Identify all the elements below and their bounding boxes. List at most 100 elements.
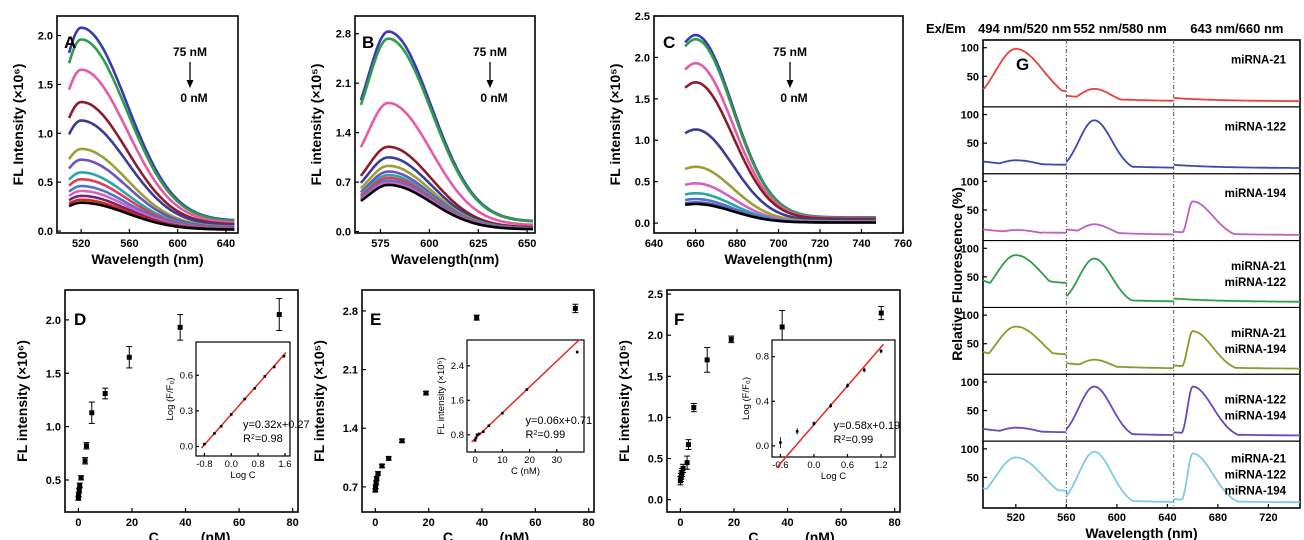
x-tick-label: 0 — [677, 517, 683, 529]
inset-data-point — [525, 388, 529, 391]
x-tick-label: 40 — [476, 517, 488, 529]
r-squared: R2=0.99 — [526, 429, 566, 441]
inset-x-tick-label: 1.6 — [278, 459, 291, 470]
x-tick-label: 575 — [371, 238, 389, 250]
row-target-label: miRNA-122 — [1225, 277, 1286, 289]
x-axis-label: CmiRNA-21 (nM) — [149, 529, 231, 540]
data-point — [373, 480, 379, 486]
y-tick-label: 100 — [961, 444, 979, 456]
fit-equation: y=0.32x+0.27 — [243, 419, 310, 431]
x-tick-label: 560 — [120, 238, 138, 250]
x-tick-label: 80 — [287, 517, 299, 529]
inset-data-point — [487, 424, 491, 428]
multiplex-spectrum — [1066, 88, 1174, 102]
inset-data-point — [474, 436, 478, 440]
row-target-label: miRNA-21 — [1231, 328, 1287, 340]
y-tick-label: 1.5 — [46, 368, 61, 380]
inset-data-point — [482, 430, 485, 434]
arrow-head — [186, 80, 194, 88]
inset-data-point — [243, 397, 246, 401]
inset-data-point — [501, 411, 504, 415]
y-tick-label: 1.4 — [336, 128, 352, 140]
inset-y-label: Log (F/F₀) — [741, 377, 752, 420]
multiplex-spectrum — [982, 48, 1067, 92]
y-axis-label: FL intensity (×10⁵) — [616, 340, 632, 462]
y-tick-label: 2.0 — [635, 52, 650, 64]
multiplex-spectrum — [982, 456, 1067, 492]
data-point — [572, 305, 578, 311]
data-point — [78, 475, 84, 481]
inset-y-tick-label: 2.4 — [451, 361, 464, 372]
multiplex-spectrum — [1065, 385, 1174, 436]
inset-y-label: FL intensity (×10⁵) — [436, 357, 447, 434]
y-axis-label: FL intensity (×10⁶) — [14, 340, 30, 462]
data-point — [102, 391, 108, 397]
multiplex-spectrum — [1173, 97, 1300, 102]
x-tick-label: 660 — [686, 238, 704, 250]
plot-frame — [64, 289, 299, 513]
plot-frame — [982, 39, 1301, 509]
inset-x-tick-label: 1.2 — [874, 460, 887, 471]
y-tick-label: 50 — [967, 272, 979, 284]
spectrum-line — [684, 202, 876, 224]
x-tick-label: 720 — [1259, 512, 1277, 524]
row-target-label: miRNA-21 — [1231, 54, 1287, 66]
inset-frame — [771, 339, 896, 458]
inset-x-label: Log C — [230, 470, 255, 481]
inset-x-tick-label: 30 — [552, 455, 563, 466]
panel-e: 0 20 40 60 80 0.7 1.4 2.1 2.8 CmiRNA-122 (nM) FL i… — [311, 289, 595, 540]
panel-letter: A — [64, 33, 76, 52]
panel-a: 520 560 600 640 0.0 0.5 1.0 1.5 2.0 Wavelength (n… — [10, 15, 239, 267]
annotation-low: 0 nM — [180, 91, 207, 105]
annotation-high: 75 nM — [773, 45, 807, 59]
ex-em-channel-label: 643 nm/660 nm — [1190, 21, 1283, 36]
arrow-head — [786, 80, 794, 88]
data-point — [691, 405, 697, 411]
data-point — [704, 357, 710, 363]
inset-data-point — [862, 368, 866, 372]
data-point — [423, 390, 429, 396]
multiplex-spectrum — [1173, 385, 1300, 437]
x-tick-label: 80 — [889, 517, 901, 529]
data-point — [680, 465, 686, 471]
x-tick-label: 640 — [217, 238, 235, 250]
row-target-label: miRNA-194 — [1225, 344, 1287, 356]
inset-y-tick-label: 0.4 — [756, 396, 769, 407]
data-point — [76, 488, 82, 494]
row-target-label: miRNA-122 — [1225, 470, 1286, 482]
panel-letter: F — [674, 310, 684, 329]
multiplex-spectrum — [1066, 358, 1174, 370]
inset-data-point — [475, 433, 479, 437]
x-axis-label: Wavelength(nm) — [724, 251, 832, 267]
y-axis-label: FL intensity (×10⁵) — [308, 64, 324, 186]
data-point — [83, 443, 89, 449]
plot-frame — [666, 289, 901, 513]
row-target-label: miRNA-122 — [1225, 121, 1286, 133]
x-tick-label: 600 — [420, 238, 438, 250]
multiplex-spectrum — [982, 254, 1067, 284]
annotation-high: 75 nM — [473, 45, 507, 59]
panel-d: 0 20 40 60 80 0.5 1.0 1.5 2.0 CmiRNA-21 (nM) FL in… — [14, 289, 310, 540]
row-target-label: miRNA-122 — [1225, 395, 1286, 407]
multiplex-spectrum — [1173, 297, 1300, 303]
x-tick-label: 0 — [75, 517, 81, 529]
r-squared: R2=0.99 — [834, 434, 874, 446]
x-tick-label: 0 — [372, 517, 378, 529]
ex-em-channel-label: 552 nm/580 nm — [1073, 21, 1166, 36]
panel-f: 0 20 40 60 80 0.0 0.5 1.0 1.5 2.0 2.5 CmiRNA-194 (n… — [616, 289, 901, 540]
x-tick-label: 600 — [168, 238, 186, 250]
panel-c: 640 660 680 700 720 740 760 0.0 0.5 1.0 1.5 2.0 2.5 W… — [607, 11, 912, 267]
y-tick-label: 0.5 — [46, 475, 61, 487]
y-tick-label: 2.0 — [648, 330, 663, 342]
data-point — [276, 312, 282, 318]
y-tick-label: 100 — [961, 110, 979, 122]
x-tick-label: 20 — [423, 517, 435, 529]
y-tick-label: 2.8 — [336, 29, 351, 41]
multiplex-spectrum — [1173, 200, 1300, 236]
y-tick-label: 0.5 — [635, 177, 650, 189]
data-point — [685, 442, 691, 448]
inset-x-tick-label: 0.0 — [807, 460, 820, 471]
y-tick-label: 0.7 — [336, 177, 351, 189]
x-axis-label: CmiRNA-194 (nM) — [748, 529, 834, 540]
x-tick-label: 60 — [233, 517, 245, 529]
